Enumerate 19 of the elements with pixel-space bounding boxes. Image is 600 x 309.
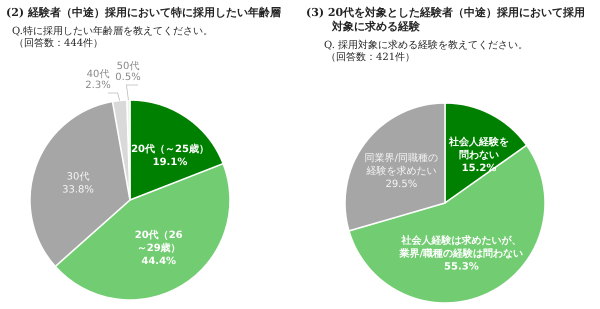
slice-label: 30代 — [66, 171, 90, 182]
data-label: 33.8% — [62, 184, 94, 196]
data-label: 29.5% — [385, 178, 418, 190]
chart-title: (3) 20代を対象とした経験者（中途）採用において採用対象に求める経験 — [306, 6, 586, 33]
chart-title: (2) 経験者（中途）採用において特に採用したい年齢層 — [6, 6, 281, 19]
slice-label: 20代（～25歳） — [131, 143, 209, 156]
slice-label: 40代 — [86, 69, 110, 80]
data-label: 19.1% — [152, 157, 188, 168]
slice-label: 社会人経験は求めたいが、業界/職種の経験は問わない — [398, 234, 524, 260]
chart-subtitle: Q.特に採用したい年齢層を教えてください。（回答数：444件） — [12, 25, 213, 49]
slice-label: 20代（26～29歳） — [134, 228, 183, 254]
slice-label: 同業界/同職種の経験を求めたい — [364, 152, 438, 177]
chart-subtitle: Q. 採用対象に求める経験を教えてください。（回答数：421件） — [324, 39, 528, 63]
slice-label: 社会人経験を問わない — [448, 136, 509, 162]
slice-label: 50代 — [116, 61, 140, 72]
data-label: 2.3% — [85, 80, 111, 91]
data-label: 44.4% — [141, 256, 176, 267]
data-label: 0.5% — [115, 72, 141, 83]
data-label: 55.3% — [444, 262, 479, 273]
